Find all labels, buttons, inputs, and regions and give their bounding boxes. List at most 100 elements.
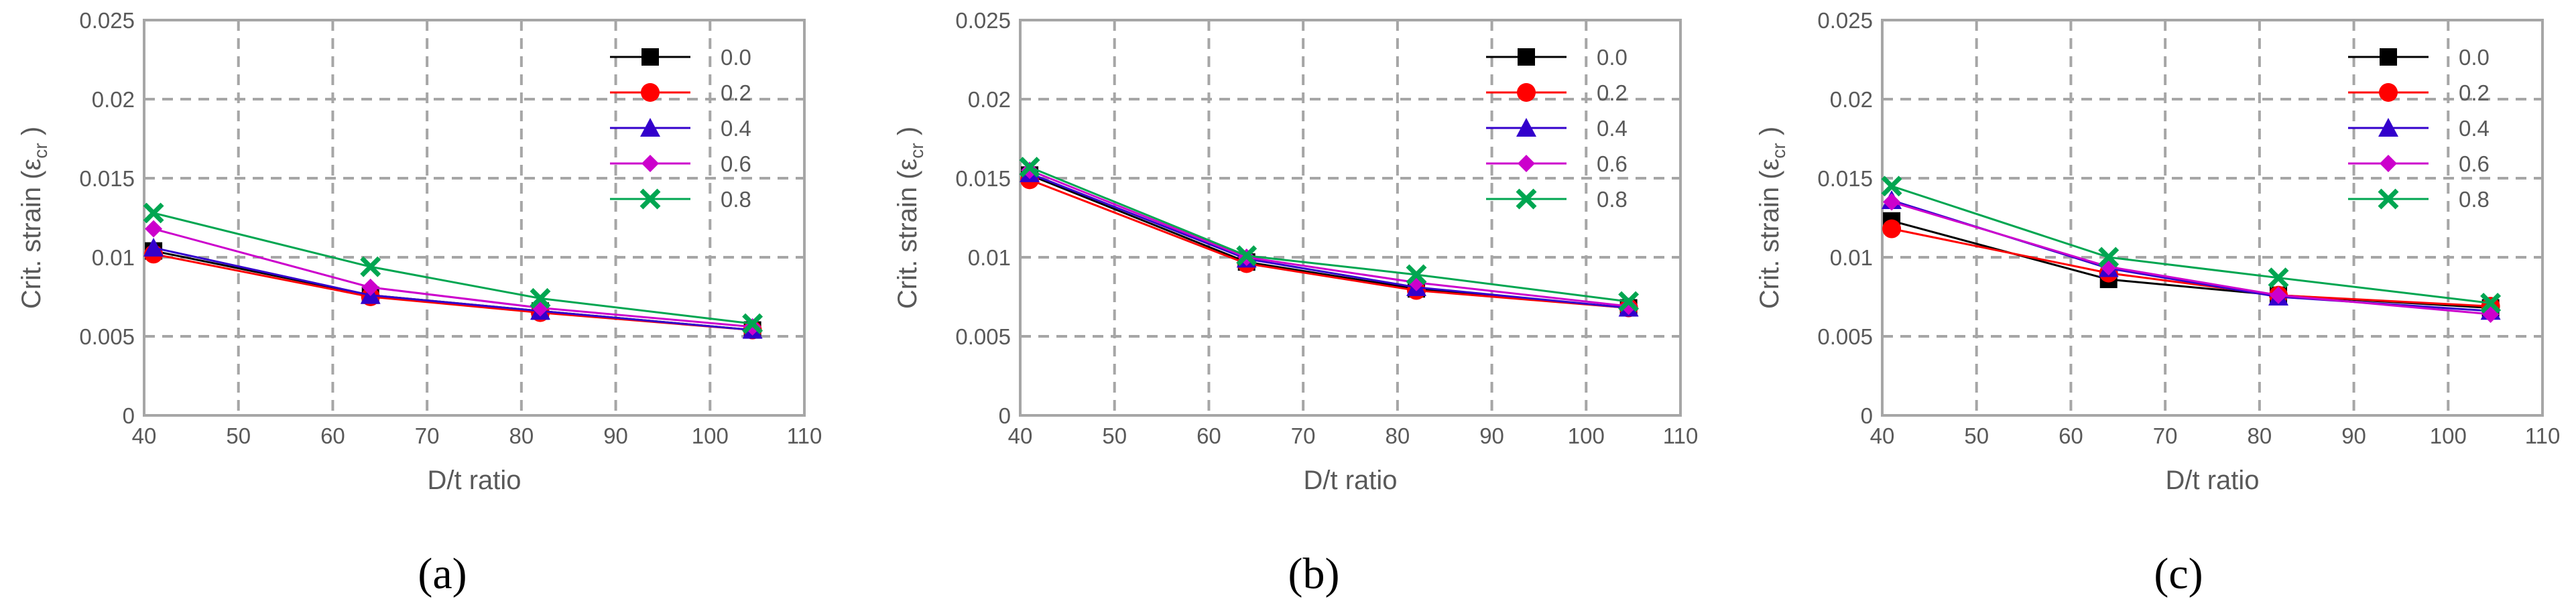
x-tick-label: 110 — [1663, 423, 1699, 448]
y-tick-label: 0.02 — [92, 87, 135, 112]
y-axis-label-subscript: cr — [1768, 143, 1789, 158]
legend-marker — [641, 48, 659, 66]
y-tick-label: 0.01 — [1830, 245, 1873, 270]
series-0-8 — [1019, 157, 1640, 312]
legend-marker — [1516, 118, 1536, 137]
marker-x-stroke-2 — [1236, 245, 1258, 267]
y-axis-label-subscript: cr — [906, 143, 927, 158]
series-0-8 — [1881, 176, 2502, 314]
legend-label: 0.2 — [2459, 80, 2490, 105]
legend-item: 0.6 — [2348, 151, 2490, 176]
marker-x-stroke-2 — [360, 256, 381, 277]
data-point — [360, 256, 381, 277]
data-point — [530, 287, 551, 309]
y-axis-label-tail: ) — [1755, 127, 1784, 143]
x-tick-label: 60 — [1197, 423, 1221, 448]
series-line — [153, 212, 753, 325]
marker-x-stroke-2 — [1406, 264, 1427, 285]
legend-marker — [2379, 83, 2398, 102]
legend-item: 0.8 — [2348, 187, 2490, 212]
y-axis-label-tail: ) — [893, 127, 922, 143]
y-tick-label: 0.005 — [955, 324, 1011, 349]
y-axis-label-tail: ) — [17, 127, 46, 143]
y-axis-label-subscript: cr — [30, 143, 51, 158]
legend-label: 0.0 — [721, 45, 751, 70]
chart-panel-a: 40 50 60 70 80 90 100 110 0 0.005 0.01 0.015 0.02 0.0… — [17, 8, 822, 495]
plot-area-border — [1019, 19, 1682, 417]
legend-label: 0.6 — [2459, 151, 2490, 176]
legend-item: 0.2 — [2348, 80, 2490, 105]
y-tick-label: 0.015 — [79, 166, 135, 191]
marker-x-stroke-2 — [1516, 188, 1537, 210]
plot-area-border — [143, 19, 806, 417]
data-point — [143, 202, 164, 224]
marker-x-stroke-2 — [2378, 188, 2399, 210]
series-0-4 — [1020, 163, 1639, 317]
legend-label: 0.6 — [721, 151, 751, 176]
x-tick-label: 50 — [1102, 423, 1127, 448]
legend-item: 0.8 — [1486, 187, 1628, 212]
series-line — [153, 247, 753, 332]
x-tick-label: 110 — [787, 423, 822, 448]
x-axis-label: D/t ratio — [2165, 466, 2259, 495]
x-tick-label: 50 — [226, 423, 251, 448]
data-point — [1019, 157, 1040, 178]
x-tick-label: 40 — [1008, 423, 1033, 448]
legend-label: 0.2 — [721, 80, 751, 105]
legend-label: 0.4 — [2459, 116, 2490, 141]
legend-item: 0.0 — [1486, 45, 1628, 70]
legend-marker — [641, 83, 660, 102]
y-tick-label: 0.025 — [79, 8, 135, 33]
y-tick-label: 0 — [1861, 403, 1873, 428]
series-0-8 — [143, 202, 763, 334]
y-tick-label: 0.005 — [1817, 324, 1873, 349]
series-0-2 — [1020, 170, 1638, 318]
data-point — [361, 278, 379, 296]
data-point — [2098, 247, 2120, 268]
x-tick-label: 70 — [415, 423, 440, 448]
legend-item: 0.0 — [2348, 45, 2490, 70]
legend-item: 0.4 — [610, 116, 751, 141]
y-axis-label: Crit. strain (εcr ) — [1755, 127, 1789, 309]
series-line — [1891, 199, 2491, 312]
legend-item: 0.4 — [2348, 116, 2490, 141]
series-line — [1029, 178, 1629, 310]
data-point — [2480, 292, 2502, 314]
legend-item: 0.4 — [1486, 116, 1628, 141]
legend-marker — [2378, 118, 2398, 137]
marker-x-stroke-2 — [1618, 291, 1640, 312]
legend-marker — [1518, 155, 1535, 172]
gridlines — [1882, 20, 2542, 415]
legend-marker — [2380, 155, 2397, 172]
series-line — [1891, 220, 2491, 310]
legend-marker — [641, 155, 659, 172]
chart-panel-b: 40 50 60 70 80 90 100 110 0 0.005 0.01 0.015 0.02 0.0… — [893, 8, 1698, 495]
data-point — [1618, 291, 1640, 312]
y-tick-label: 0.025 — [955, 8, 1011, 33]
legend-label: 0.6 — [1597, 151, 1628, 176]
series-line — [1029, 174, 1629, 310]
gridlines — [1020, 20, 1680, 415]
data-point — [1236, 245, 1258, 267]
x-tick-label: 90 — [603, 423, 628, 448]
y-axis-label: Crit. strain (εcr ) — [893, 127, 927, 309]
legend-item: 0.0 — [610, 45, 751, 70]
data-point — [1882, 219, 1902, 239]
legend-item: 0.2 — [1486, 80, 1628, 105]
x-tick-label: 40 — [132, 423, 157, 448]
series-line — [1891, 185, 2491, 304]
series-0-4 — [143, 237, 763, 339]
plot-area-border — [1881, 19, 2544, 417]
y-tick-label: 0 — [999, 403, 1011, 428]
x-tick-label: 80 — [1385, 423, 1410, 448]
legend-label: 0.8 — [2459, 187, 2490, 212]
series-line — [1029, 169, 1629, 308]
marker-x-stroke-2 — [530, 287, 551, 309]
x-tick-label: 80 — [2247, 423, 2272, 448]
legend-label: 0.8 — [721, 187, 751, 212]
x-tick-label: 70 — [1291, 423, 1316, 448]
panel-label: (c) — [2154, 549, 2203, 598]
data-point — [145, 220, 163, 238]
panel-label: (a) — [418, 549, 467, 598]
x-tick-label: 50 — [1964, 423, 1989, 448]
